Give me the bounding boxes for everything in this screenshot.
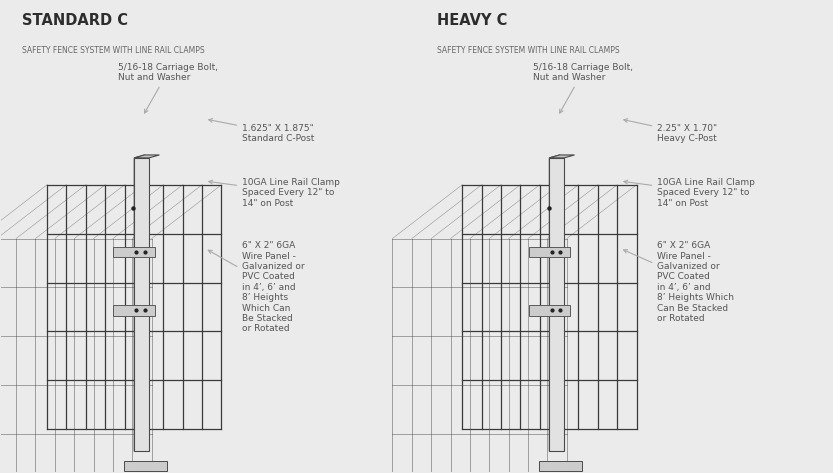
Polygon shape	[529, 246, 570, 257]
Text: STANDARD C: STANDARD C	[22, 13, 128, 28]
Text: 6" X 2" 6GA
Wire Panel -
Galvanized or
PVC Coated
in 4’, 6’ and
8’ Heights Which: 6" X 2" 6GA Wire Panel - Galvanized or P…	[624, 241, 734, 323]
Polygon shape	[529, 306, 570, 315]
Polygon shape	[549, 155, 560, 451]
Polygon shape	[134, 158, 149, 451]
Text: 6" X 2" 6GA
Wire Panel -
Galvanized or
PVC Coated
in 4’, 6’ and
8’ Heights
Which: 6" X 2" 6GA Wire Panel - Galvanized or P…	[208, 241, 305, 333]
Text: 5/16-18 Carriage Bolt,
Nut and Washer: 5/16-18 Carriage Bolt, Nut and Washer	[117, 62, 217, 113]
Polygon shape	[134, 155, 159, 158]
Polygon shape	[113, 246, 155, 257]
Text: HEAVY C: HEAVY C	[437, 13, 507, 28]
Text: 1.625" X 1.875"
Standard C-Post: 1.625" X 1.875" Standard C-Post	[209, 119, 315, 143]
Text: 5/16-18 Carriage Bolt,
Nut and Washer: 5/16-18 Carriage Bolt, Nut and Washer	[533, 62, 633, 113]
Polygon shape	[549, 158, 564, 451]
Text: SAFETY FENCE SYSTEM WITH LINE RAIL CLAMPS: SAFETY FENCE SYSTEM WITH LINE RAIL CLAMP…	[22, 46, 205, 55]
Text: SAFETY FENCE SYSTEM WITH LINE RAIL CLAMPS: SAFETY FENCE SYSTEM WITH LINE RAIL CLAMP…	[437, 46, 620, 55]
Text: 10GA Line Rail Clamp
Spaced Every 12" to
14" on Post: 10GA Line Rail Clamp Spaced Every 12" to…	[209, 178, 340, 208]
Polygon shape	[549, 155, 575, 158]
Polygon shape	[539, 461, 582, 472]
Text: 2.25" X 1.70"
Heavy C-Post: 2.25" X 1.70" Heavy C-Post	[624, 119, 717, 143]
Text: 10GA Line Rail Clamp
Spaced Every 12" to
14" on Post: 10GA Line Rail Clamp Spaced Every 12" to…	[624, 178, 756, 208]
Polygon shape	[134, 155, 145, 451]
Polygon shape	[124, 461, 167, 472]
Polygon shape	[113, 306, 155, 315]
